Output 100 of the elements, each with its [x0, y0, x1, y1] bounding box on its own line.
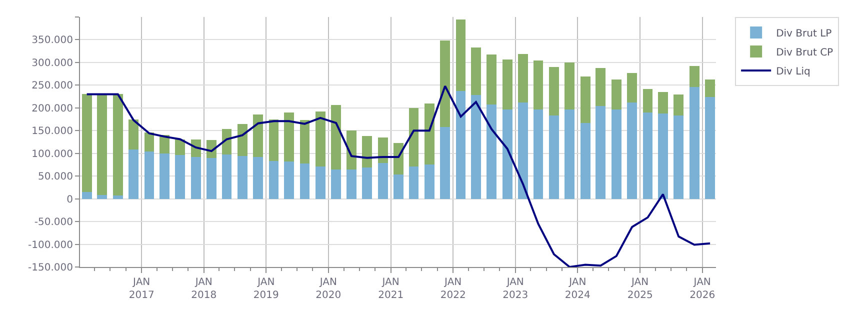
bar [268, 119, 279, 162]
bar [97, 94, 108, 196]
bar [237, 156, 248, 199]
bar [82, 192, 92, 199]
bar [362, 167, 372, 199]
bar [346, 169, 356, 199]
bar [331, 105, 342, 170]
bar [518, 54, 528, 102]
bar [128, 119, 138, 150]
bar [705, 97, 715, 199]
bar [378, 137, 388, 163]
bar [674, 94, 684, 116]
bar [611, 110, 622, 199]
x-tick-label: JAN 2022 [440, 277, 466, 301]
bar [408, 108, 419, 167]
bar [331, 169, 342, 199]
legend-label: Div Brut LP [776, 28, 832, 40]
y-tick-label: 0 [66, 194, 73, 206]
bar [315, 112, 326, 167]
bar [486, 54, 497, 105]
bar [642, 88, 653, 112]
bar [564, 110, 575, 199]
bar [315, 166, 326, 199]
bar [378, 162, 388, 199]
bar [268, 161, 279, 199]
bar [627, 102, 637, 199]
bar [206, 158, 216, 199]
bar [362, 136, 372, 168]
x-tick-label: JAN 2023 [502, 277, 528, 301]
x-tick-label: JAN 2017 [128, 277, 154, 301]
bar [580, 122, 590, 199]
legend-label: Div Liq [776, 66, 810, 78]
x-tick-label: JAN 2018 [191, 277, 217, 301]
bar [300, 163, 310, 199]
bar [642, 112, 653, 199]
y-tick-label: -50.000 [34, 217, 73, 228]
bar [160, 153, 170, 199]
y-tick-label: 100.000 [32, 148, 73, 160]
bar [611, 80, 622, 110]
bar [175, 139, 186, 156]
y-tick-label: 200.000 [32, 103, 73, 114]
bar [440, 127, 450, 199]
y-tick-label: 350.000 [32, 35, 73, 46]
bar [548, 116, 559, 199]
legend-label: Div Brut CP [776, 47, 834, 58]
bar [82, 94, 92, 192]
x-tick-label: JAN 2026 [690, 277, 716, 301]
bar [471, 47, 481, 96]
x-tick-label: JAN 2025 [627, 277, 653, 301]
bar [300, 120, 310, 164]
bar [97, 195, 108, 199]
bar [580, 76, 590, 123]
bar [502, 110, 512, 199]
bar [253, 114, 264, 157]
y-tick-label: -100.000 [28, 240, 73, 251]
x-tick-label: JAN 2020 [316, 277, 342, 301]
bar [548, 67, 559, 116]
bar [424, 164, 434, 199]
bar [128, 150, 138, 199]
bar [705, 80, 715, 97]
bar [689, 87, 700, 199]
bar [440, 40, 450, 127]
y-tick-label: -150.000 [28, 262, 73, 274]
bar [596, 106, 606, 199]
line-series [86, 85, 712, 267]
bar [486, 104, 497, 199]
bar [564, 62, 575, 110]
bar [346, 130, 356, 170]
bar [144, 152, 154, 199]
bar [674, 116, 684, 199]
bar [190, 157, 201, 199]
bar [471, 95, 481, 199]
x-tick-label: JAN 2024 [564, 277, 590, 301]
bar [596, 68, 606, 106]
x-tick-label: JAN 2021 [378, 277, 404, 301]
y-tick-label: 300.000 [32, 58, 73, 69]
bar [112, 94, 123, 196]
bar [222, 154, 232, 199]
x-tick-label: JAN 2019 [253, 277, 279, 301]
bar [502, 60, 512, 110]
bar [424, 103, 434, 165]
bar [284, 162, 294, 199]
y-tick-label: 150.000 [32, 126, 73, 138]
bar [408, 166, 419, 199]
bar [394, 142, 404, 175]
bar [658, 113, 668, 199]
bar [456, 91, 466, 199]
bar [284, 112, 294, 162]
bar [253, 157, 264, 199]
bar [689, 66, 700, 87]
y-tick-label: 250.000 [32, 80, 73, 92]
bar [237, 124, 248, 156]
bar [518, 102, 528, 199]
bar [627, 72, 637, 102]
y-tick-label: 50.000 [38, 172, 73, 183]
bar [112, 196, 123, 199]
bar [175, 155, 186, 199]
bar [658, 92, 668, 114]
bar [394, 174, 404, 199]
bar [533, 60, 544, 110]
